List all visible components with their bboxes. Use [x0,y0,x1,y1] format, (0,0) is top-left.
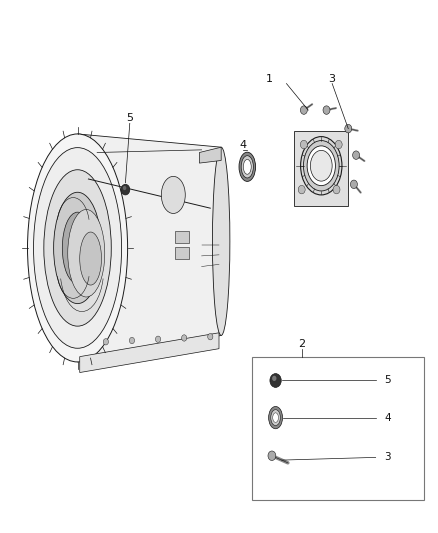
FancyBboxPatch shape [294,131,349,206]
Circle shape [121,184,130,195]
Text: 3: 3 [328,74,336,84]
Ellipse shape [241,156,253,178]
Circle shape [182,335,187,341]
Text: 4: 4 [385,413,391,423]
Circle shape [353,151,360,159]
Circle shape [298,185,305,194]
Ellipse shape [44,169,111,326]
Ellipse shape [304,141,339,191]
Text: 5: 5 [126,114,133,123]
Circle shape [333,185,340,194]
Ellipse shape [273,413,279,422]
FancyBboxPatch shape [176,247,188,259]
Circle shape [129,337,134,344]
Circle shape [350,180,357,189]
Ellipse shape [300,136,342,195]
Ellipse shape [239,152,255,181]
Ellipse shape [62,212,93,284]
Circle shape [272,376,276,381]
Circle shape [300,106,307,114]
Ellipse shape [311,150,332,181]
FancyBboxPatch shape [252,357,424,500]
Circle shape [345,124,352,133]
Text: 5: 5 [385,375,391,385]
Circle shape [123,186,126,190]
Circle shape [155,336,161,342]
Ellipse shape [307,146,336,185]
Ellipse shape [161,176,185,214]
Text: 1: 1 [265,74,272,84]
Ellipse shape [53,192,102,304]
Text: 2: 2 [298,338,305,349]
Text: 3: 3 [385,453,391,463]
Circle shape [208,334,213,340]
Ellipse shape [34,148,122,348]
Polygon shape [199,147,221,163]
Ellipse shape [68,209,105,297]
Text: 4: 4 [240,140,247,150]
FancyBboxPatch shape [176,231,188,243]
Ellipse shape [80,232,102,285]
Circle shape [323,106,330,114]
Ellipse shape [268,407,283,429]
Circle shape [268,451,276,461]
Ellipse shape [212,147,230,335]
Polygon shape [80,333,219,373]
Circle shape [103,338,109,345]
Circle shape [300,140,307,149]
Circle shape [335,140,342,149]
Polygon shape [78,134,221,362]
Circle shape [270,374,281,387]
Ellipse shape [244,159,251,174]
Ellipse shape [271,410,280,425]
Ellipse shape [28,134,127,362]
